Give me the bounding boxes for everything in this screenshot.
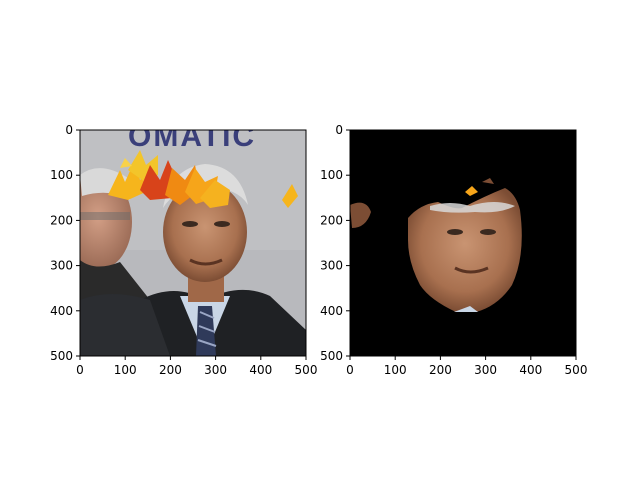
left-xtick-label: 300: [204, 363, 227, 377]
left-xtick-label: 100: [114, 363, 137, 377]
left-ytick-label: 400: [50, 304, 73, 318]
right-xtick-label: 500: [565, 363, 588, 377]
left-xtick-label: 400: [249, 363, 272, 377]
right-xtick-label: 0: [346, 363, 354, 377]
right-image-panel: [350, 130, 576, 356]
right-xtick-label: 200: [429, 363, 452, 377]
left-xtick-label: 0: [76, 363, 84, 377]
left-ytick-label: 100: [50, 168, 73, 182]
left-xtick-label: 500: [295, 363, 318, 377]
left-ytick-label: 500: [50, 349, 73, 363]
right-ytick-label: 500: [320, 349, 343, 363]
left-ytick-label: 0: [65, 123, 73, 137]
right-ytick-label: 200: [320, 213, 343, 227]
left-ytick-label: 300: [50, 259, 73, 273]
right-ytick-label: 100: [320, 168, 343, 182]
left-image-panel: OMATIC: [64, 120, 306, 356]
left-ytick-label: 200: [50, 213, 73, 227]
left-xtick-label: 200: [159, 363, 182, 377]
right-xtick-label: 300: [474, 363, 497, 377]
banner-text: OMATIC: [128, 120, 256, 153]
right-ytick-label: 0: [335, 123, 343, 137]
right-xtick-label: 100: [384, 363, 407, 377]
right-xtick-label: 400: [519, 363, 542, 377]
right-ytick-label: 300: [320, 259, 343, 273]
right-ytick-label: 400: [320, 304, 343, 318]
